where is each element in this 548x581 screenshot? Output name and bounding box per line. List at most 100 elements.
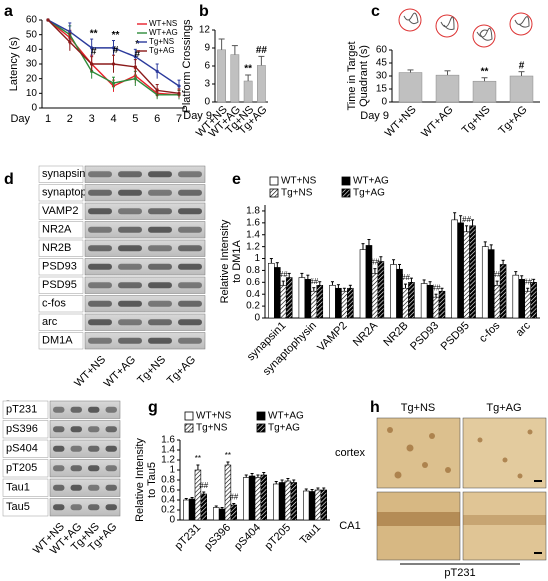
blot-band [88, 208, 112, 215]
blot-band [70, 484, 82, 491]
significance-note: ## [309, 277, 318, 286]
blot-strip [84, 184, 206, 202]
error-bar [403, 283, 407, 289]
y-tick-label: 1.8 [246, 206, 260, 217]
error-bar [453, 212, 457, 220]
bar [290, 482, 298, 521]
blot-strip [49, 459, 121, 478]
blot-name-box [2, 498, 49, 517]
legend-label: WT+NS [281, 176, 317, 187]
error-bar [459, 215, 463, 223]
blot-band [148, 319, 172, 326]
bar [329, 284, 336, 319]
error-bar [471, 219, 475, 226]
y-tick-label: 1.4 [161, 445, 175, 456]
blot-band [118, 282, 142, 289]
blot-band [105, 426, 117, 433]
blot-band [148, 171, 172, 178]
bar [438, 290, 446, 319]
point [177, 91, 181, 95]
blot-band [148, 337, 172, 344]
point [90, 46, 94, 50]
error-bar [281, 280, 285, 286]
error-bar [428, 281, 432, 286]
blot-name-box [38, 202, 84, 220]
blot-band [178, 189, 202, 196]
bar [435, 74, 460, 103]
error-bar [269, 258, 273, 264]
legend-swatch [269, 176, 279, 186]
x-tick-label: 2 [67, 113, 73, 125]
y-tick-label: 45 [376, 58, 388, 69]
panel-label: d [4, 171, 14, 188]
bar [279, 284, 287, 319]
y-tick-label: 10 [26, 88, 38, 99]
error-bar [361, 243, 365, 250]
error-bar [407, 69, 414, 73]
bar [200, 493, 208, 521]
blot-name-box [2, 478, 49, 497]
bar [472, 80, 497, 103]
bar [463, 231, 470, 319]
y-tick-label: 9 [204, 43, 210, 54]
y-tick-label: 30 [26, 59, 38, 70]
y-axis-label: Platform Crossings [181, 19, 193, 112]
blot-band [178, 300, 202, 307]
blot-protein-label: NR2B [42, 242, 71, 254]
bar [285, 277, 293, 319]
bar [509, 75, 534, 103]
legend-swatch [341, 176, 351, 186]
bar [308, 491, 316, 521]
blot-name-box [2, 420, 49, 439]
blot-band [53, 445, 65, 452]
legend-label: WT+AG [353, 176, 389, 187]
blot-lane-label: WT+NS [72, 354, 108, 390]
blot-name-box [38, 313, 84, 331]
significance-note: ** [481, 66, 489, 77]
error-bar [518, 71, 525, 76]
error-bar [481, 77, 488, 82]
blot-strip [49, 439, 121, 458]
blot-strip [84, 332, 206, 350]
y-tick-label: 0.2 [161, 505, 175, 516]
blot-strip [84, 276, 206, 294]
bar [359, 249, 367, 319]
blot-protein-label: VAMP2 [42, 205, 78, 217]
significance-note: ** [225, 451, 231, 460]
blot-band [148, 282, 172, 289]
blot-band [70, 504, 82, 511]
blot-band [88, 171, 112, 178]
y-tick-label: 3 [204, 79, 210, 90]
error-bar [409, 277, 413, 283]
panel-label: g [148, 399, 158, 416]
blot-protein-label: DM1A [42, 335, 73, 347]
swim-path-icons [398, 8, 533, 48]
y-tick-label: 0 [204, 97, 210, 108]
x-tick-label: PSD95 [439, 320, 472, 353]
x-tick-label: arc [514, 319, 534, 339]
bar [217, 49, 226, 103]
x-tick-label: 5 [132, 113, 138, 125]
significance-note: ## [256, 45, 268, 56]
legend-label: WT+AG [268, 411, 304, 422]
point [133, 55, 137, 59]
error-bar [250, 473, 254, 476]
legend-swatch [184, 423, 194, 433]
significance-note: # [91, 46, 97, 57]
x-axis-label: Day 9 [360, 110, 389, 122]
blot-band [105, 445, 117, 452]
bar [347, 287, 354, 319]
error-bar [244, 474, 248, 478]
blot-band [148, 226, 172, 233]
significance-note: ** [112, 30, 120, 41]
error-bar [184, 498, 188, 500]
blot-strip [84, 165, 206, 183]
significance-note: ## [229, 493, 238, 502]
error-bar [220, 507, 224, 509]
bar [320, 489, 328, 521]
blot-band [53, 504, 65, 511]
error-bar [348, 284, 352, 289]
blot-band [118, 245, 142, 252]
point [68, 40, 72, 44]
error-bar [275, 262, 279, 268]
